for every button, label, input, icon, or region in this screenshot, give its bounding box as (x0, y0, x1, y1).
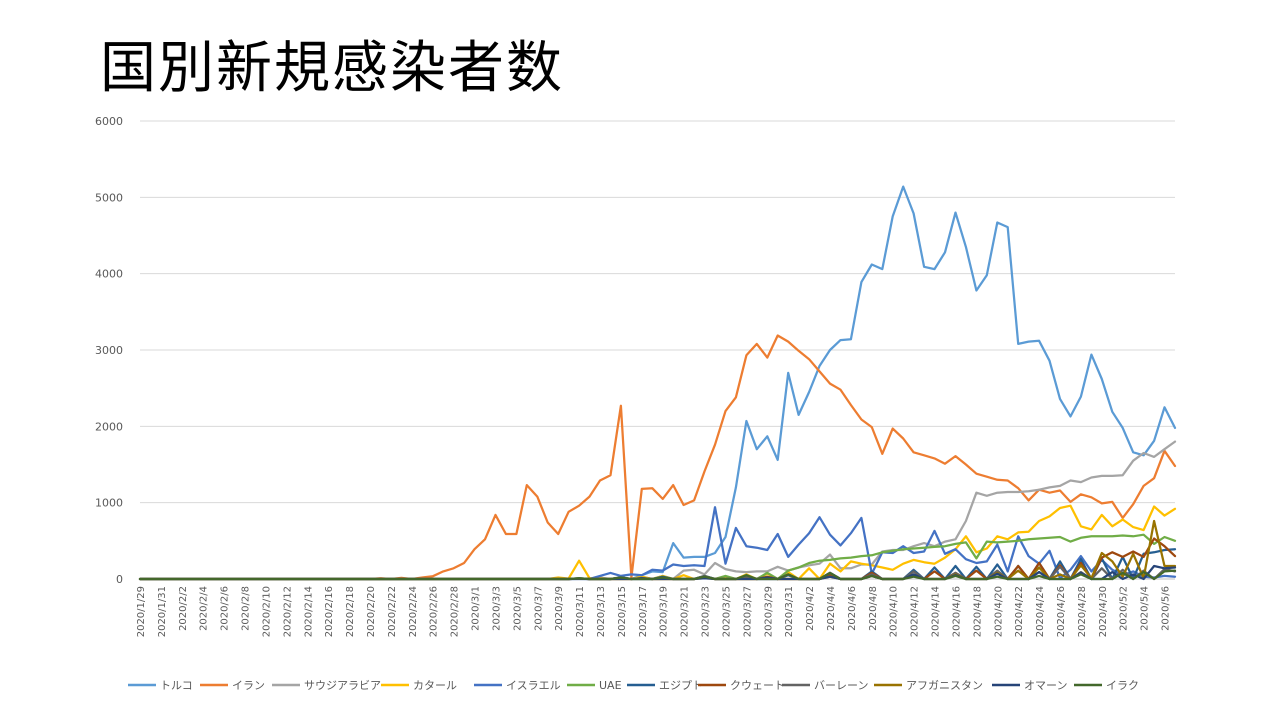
x-tick-label: 2020/3/21 (680, 586, 691, 637)
legend-item: イラン (200, 679, 265, 692)
legend-label: オマーン (1024, 679, 1067, 692)
x-tick-label: 2020/4/26 (1056, 586, 1067, 637)
x-tick-label: 2020/4/20 (993, 586, 1004, 637)
legend-item: イスラエル (474, 679, 561, 692)
series-line (138, 440, 1177, 581)
legend-item: トルコ (128, 679, 193, 692)
y-axis-tick-labels: 0 1000 2000 3000 4000 5000 6000 (95, 115, 123, 586)
legend-item: サウジアラビア (272, 679, 381, 692)
chart-gridlines (140, 120, 1175, 580)
x-tick-label: 2020/3/3 (491, 586, 502, 631)
legend-item: イラク (1074, 679, 1139, 692)
x-tick-label: 2020/2/2 (178, 586, 189, 631)
series-line (138, 334, 1177, 581)
x-tick-label: 2020/4/10 (889, 586, 900, 637)
x-tick-label: 2020/4/22 (1014, 586, 1025, 637)
x-tick-label: 2020/3/31 (784, 586, 795, 637)
y-tick-label: 6000 (95, 115, 123, 128)
x-tick-label: 2020/4/16 (951, 586, 962, 637)
x-tick-label: 2020/4/24 (1035, 586, 1046, 637)
x-tick-label: 2020/2/6 (220, 586, 231, 631)
x-tick-label: 2020/3/23 (701, 586, 712, 637)
x-tick-label: 2020/2/10 (261, 586, 272, 637)
x-tick-label: 2020/4/12 (910, 586, 921, 637)
x-tick-label: 2020/4/6 (847, 586, 858, 631)
legend-label: サウジアラビア (304, 679, 381, 692)
y-tick-label: 4000 (95, 268, 123, 281)
x-tick-label: 2020/4/14 (931, 586, 942, 637)
x-tick-label: 2020/5/6 (1161, 586, 1172, 631)
x-tick-label: 2020/4/28 (1077, 586, 1088, 637)
x-tick-label: 2020/2/8 (241, 586, 252, 631)
x-tick-label: 2020/2/12 (282, 586, 293, 637)
legend-label: カタール (413, 679, 457, 692)
legend-label: イスラエル (506, 679, 561, 692)
y-tick-label: 1000 (95, 497, 123, 510)
legend-item: カタール (381, 679, 457, 692)
chart-legend: トルコ イラン サウジアラビア カタール イスラエル UAE エジプト クウェート バーレーン ア… (128, 679, 1139, 692)
legend-label: クウェート (730, 679, 785, 692)
x-tick-label: 2020/5/2 (1119, 586, 1130, 631)
x-tick-label: 2020/2/18 (345, 586, 356, 637)
series-line (138, 548, 1177, 581)
legend-label: エジプト (659, 679, 703, 692)
legend-label: UAE (599, 679, 622, 692)
legend-label: イラン (232, 679, 265, 692)
x-tick-label: 2020/2/24 (408, 586, 419, 637)
series-line (138, 569, 1177, 581)
legend-item: バーレーン (782, 679, 868, 692)
x-tick-label: 2020/3/29 (763, 586, 774, 637)
y-tick-label: 5000 (95, 191, 123, 204)
legend-item: エジプト (627, 679, 703, 692)
legend-item: クウェート (698, 679, 785, 692)
x-tick-label: 2020/3/5 (512, 586, 523, 631)
x-tick-label: 2020/3/11 (575, 586, 586, 637)
x-tick-label: 2020/3/27 (742, 586, 753, 637)
y-tick-label: 0 (116, 573, 123, 586)
x-tick-label: 2020/4/2 (805, 586, 816, 631)
x-tick-label: 2020/2/4 (199, 586, 210, 631)
x-axis-tick-labels: 2020/1/29 2020/1/31 2020/2/2 2020/2/4 2020/2… (136, 586, 1172, 637)
x-tick-label: 2020/3/15 (617, 586, 628, 637)
legend-label: アフガニスタン (906, 679, 983, 692)
legend-item: UAE (567, 679, 622, 692)
x-tick-label: 2020/3/25 (721, 586, 732, 637)
x-tick-label: 2020/2/20 (366, 586, 377, 637)
y-tick-label: 3000 (95, 344, 123, 357)
page-title: 国別新規感染者数 (100, 36, 564, 101)
x-tick-label: 2020/4/18 (972, 586, 983, 637)
x-tick-label: 2020/5/4 (1140, 586, 1151, 631)
x-tick-label: 2020/1/31 (157, 586, 168, 637)
x-tick-label: 2020/4/30 (1098, 586, 1109, 637)
x-tick-label: 2020/2/22 (387, 586, 398, 637)
x-tick-label: 2020/3/7 (533, 586, 544, 631)
x-tick-label: 2020/4/8 (868, 586, 879, 631)
x-tick-label: 2020/3/13 (596, 586, 607, 637)
legend-label: イラク (1106, 679, 1139, 692)
x-tick-label: 2020/4/4 (826, 586, 837, 631)
legend-label: バーレーン (814, 679, 868, 692)
x-tick-label: 2020/1/29 (136, 586, 147, 637)
x-tick-label: 2020/3/9 (554, 586, 565, 631)
x-tick-label: 2020/2/26 (429, 586, 440, 637)
x-tick-label: 2020/3/19 (659, 586, 670, 637)
x-tick-label: 2020/2/14 (303, 586, 314, 637)
x-tick-label: 2020/2/28 (450, 586, 461, 637)
series-line (138, 185, 1177, 581)
legend-item: オマーン (992, 679, 1067, 692)
chart-series-lines (138, 185, 1177, 581)
legend-item: アフガニスタン (874, 679, 983, 692)
x-tick-label: 2020/3/1 (471, 586, 482, 631)
legend-label: トルコ (160, 679, 193, 692)
x-tick-label: 2020/2/16 (324, 586, 335, 637)
x-tick-label: 2020/3/17 (638, 586, 649, 637)
y-tick-label: 2000 (95, 420, 123, 433)
